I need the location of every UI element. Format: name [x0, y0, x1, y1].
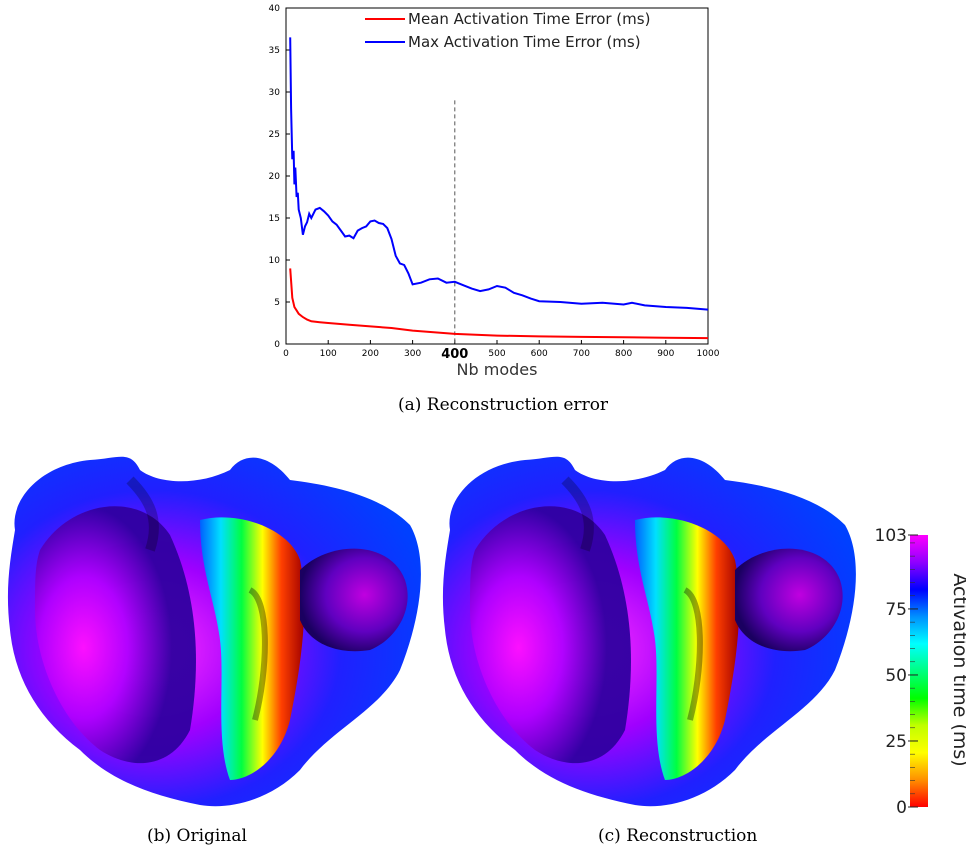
- series-line-mean: [289, 268, 709, 340]
- x-tick-label: 900: [657, 349, 674, 359]
- colorbar-tick-label: 50: [885, 666, 907, 686]
- heart-renderings: [7, 456, 856, 807]
- colorbar: 103 75 50 25 0 Activation time (ms): [875, 526, 966, 818]
- x-tick-label: 200: [362, 349, 379, 359]
- colorbar-label: Activation time (ms): [949, 573, 966, 766]
- legend-label: Mean Activation Time Error (ms): [408, 10, 650, 28]
- y-tick-label: 10: [269, 256, 281, 266]
- colorbar-tick-label: 25: [885, 732, 907, 752]
- colorbar-gradient: [910, 535, 928, 807]
- x-tick-label: 0: [283, 349, 289, 359]
- colorbar-tick-label: 0: [896, 798, 907, 818]
- line-chart: 0 100 200 300 400 500 600 700 800 900 1000 0 5 10 15 20…: [269, 4, 720, 379]
- series-line-max: [289, 37, 709, 311]
- x-tick-label: 300: [404, 349, 421, 359]
- heart-reconstruction-image: [442, 456, 856, 807]
- x-tick-label: 400: [441, 347, 468, 362]
- y-tick-label: 30: [269, 88, 281, 98]
- y-tick-label: 40: [269, 4, 281, 14]
- y-tick-label: 35: [269, 46, 280, 56]
- y-tick-label: 20: [269, 172, 281, 182]
- colorbar-tick-label: 103: [875, 526, 907, 546]
- x-tick-label: 500: [488, 349, 505, 359]
- y-tick-label: 15: [269, 214, 280, 224]
- colorbar-ticks: 103 75 50 25 0: [875, 526, 918, 818]
- y-tick-label: 5: [274, 298, 280, 308]
- x-tick-label: 700: [573, 349, 590, 359]
- caption-c: (c) Reconstruction: [598, 826, 758, 846]
- x-axis-label: Nb modes: [457, 360, 538, 379]
- caption-b: (b) Original: [147, 826, 247, 846]
- legend-label: Max Activation Time Error (ms): [408, 33, 641, 51]
- chart-legend: Mean Activation Time Error (ms) Max Activ…: [365, 10, 650, 51]
- heart-original-image: [7, 456, 421, 807]
- chart-axes: 0 100 200 300 400 500 600 700 800 900 1000 0 5 10 15 20…: [269, 4, 720, 362]
- chart-series-layer: [289, 37, 709, 340]
- x-tick-label: 100: [320, 349, 337, 359]
- y-tick-label: 25: [269, 130, 280, 140]
- x-tick-label: 800: [615, 349, 632, 359]
- colorbar-tick-label: 75: [885, 600, 907, 620]
- plot-frame: [285, 7, 709, 345]
- caption-a: (a) Reconstruction error: [398, 395, 609, 415]
- x-tick-label: 600: [531, 349, 548, 359]
- y-tick-label: 0: [274, 340, 280, 350]
- x-tick-label: 1000: [697, 349, 720, 359]
